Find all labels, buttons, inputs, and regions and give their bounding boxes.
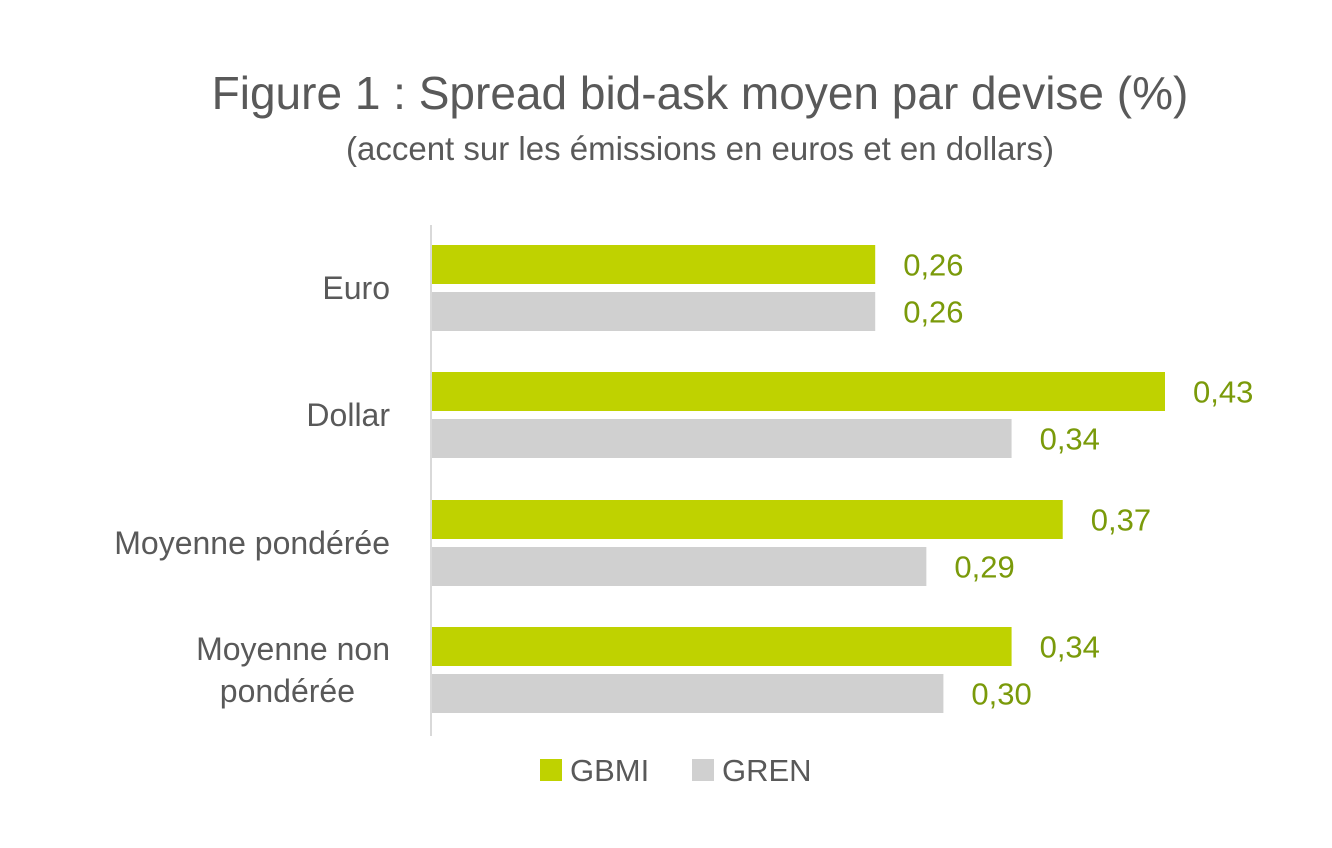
data-label-gren-2: 0,29 <box>954 550 1014 585</box>
category-label-2: Moyenne pondérée <box>114 525 390 561</box>
legend-label-gren: GREN <box>722 753 812 788</box>
legend-swatch-gren <box>692 759 714 781</box>
bar-gbmi-2 <box>432 500 1063 539</box>
legend-label-gbmi: GBMI <box>570 753 649 788</box>
bar-gbmi-0 <box>432 245 876 284</box>
category-label-0: Euro <box>322 270 390 306</box>
bar-gbmi-3 <box>432 627 1012 666</box>
category-label-3-line0: Moyenne non <box>196 631 390 667</box>
category-label-1: Dollar <box>306 397 390 433</box>
data-label-gbmi-3: 0,34 <box>1040 630 1100 665</box>
data-label-gren-0: 0,26 <box>903 295 963 330</box>
chart-subtitle: (accent sur les émissions en euros et en… <box>346 130 1054 167</box>
category-label-3-line1: pondérée <box>220 673 355 709</box>
bar-gren-0 <box>432 292 876 331</box>
data-label-gbmi-2: 0,37 <box>1091 503 1151 538</box>
bar-gren-2 <box>432 547 927 586</box>
bar-gren-3 <box>432 674 944 713</box>
chart-title: Figure 1 : Spread bid-ask moyen par devi… <box>211 67 1189 119</box>
data-label-gbmi-1: 0,43 <box>1193 375 1253 410</box>
legend-swatch-gbmi <box>540 759 562 781</box>
data-label-gren-1: 0,34 <box>1040 422 1100 457</box>
bar-gbmi-1 <box>432 372 1165 411</box>
data-label-gbmi-0: 0,26 <box>903 248 963 283</box>
bar-gren-1 <box>432 419 1012 458</box>
data-label-gren-3: 0,30 <box>971 677 1031 712</box>
